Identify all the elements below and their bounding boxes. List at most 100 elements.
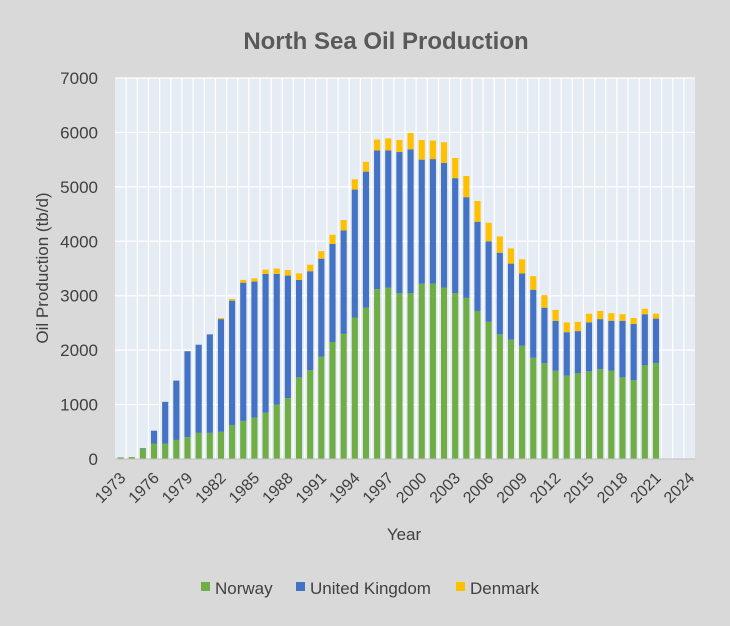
y-tick-label: 2000 [60, 341, 98, 360]
bar-united-kingdom [362, 171, 370, 308]
bar-united-kingdom [597, 319, 604, 370]
bar-united-kingdom [284, 275, 291, 399]
bar-united-kingdom [641, 314, 648, 366]
x-tick-label: 2021 [628, 470, 665, 507]
bar-denmark [284, 270, 291, 276]
bar-norway [641, 365, 648, 459]
x-tick-label: 2024 [661, 470, 698, 507]
bar-united-kingdom [563, 332, 570, 376]
bar-denmark [463, 175, 470, 198]
bar-united-kingdom [652, 318, 660, 364]
bar-united-kingdom [418, 159, 425, 284]
bar-norway [608, 370, 615, 459]
x-tick-label: 1988 [260, 470, 297, 507]
bar-denmark [329, 234, 336, 245]
bar-united-kingdom [385, 150, 392, 288]
bar-norway [440, 287, 448, 459]
bar-denmark [429, 140, 436, 160]
bar-norway [485, 321, 492, 459]
bar-denmark [240, 279, 247, 283]
bar-united-kingdom [574, 331, 581, 374]
bar-norway [630, 380, 637, 459]
bar-norway [295, 377, 303, 459]
bar-norway [474, 310, 481, 459]
y-tick-label: 0 [89, 450, 98, 469]
x-tick-label: 1997 [360, 470, 397, 507]
legend-item-united-kingdom: United Kingdom [296, 579, 431, 598]
bar-norway [217, 431, 225, 459]
bar-denmark [407, 132, 414, 150]
bar-united-kingdom [229, 300, 236, 426]
x-tick-label: 2003 [427, 470, 464, 507]
bar-denmark [307, 264, 314, 272]
bar-united-kingdom [206, 334, 213, 433]
bar-united-kingdom [552, 320, 559, 371]
bar-norway [418, 283, 425, 459]
bar-norway [173, 439, 180, 459]
bar-united-kingdom [474, 221, 481, 311]
bar-united-kingdom [530, 289, 537, 358]
x-tick-label: 2018 [594, 470, 631, 507]
bar-norway [563, 375, 570, 459]
bar-norway [329, 341, 336, 459]
bar-denmark [485, 222, 492, 242]
y-tick-label: 4000 [60, 232, 98, 251]
bar-denmark [273, 268, 280, 274]
legend-label: Denmark [470, 579, 539, 598]
bar-norway [552, 370, 559, 459]
bar-norway [396, 292, 403, 459]
x-tick-label: 1979 [159, 470, 196, 507]
bar-norway [340, 333, 347, 459]
bar-denmark [563, 322, 570, 333]
x-tick-label: 2009 [494, 470, 531, 507]
y-tick-label: 3000 [60, 287, 98, 306]
bar-united-kingdom [519, 273, 526, 346]
bar-norway [150, 443, 158, 459]
bar-norway [229, 425, 236, 459]
bar-denmark [496, 236, 503, 253]
x-tick-label: 2015 [561, 470, 598, 507]
bar-norway [240, 420, 247, 459]
bar-united-kingdom [485, 241, 492, 322]
bar-norway [307, 370, 314, 459]
x-tick-label: 1994 [326, 470, 363, 507]
bar-norway [429, 283, 436, 459]
bar-denmark [641, 308, 648, 315]
bar-norway [597, 369, 604, 459]
bar-norway [284, 398, 291, 459]
legend-swatch [201, 582, 210, 591]
bar-united-kingdom [608, 320, 615, 371]
y-tick-label: 6000 [60, 123, 98, 142]
bar-norway [530, 357, 537, 459]
bar-united-kingdom [217, 319, 225, 432]
bar-united-kingdom [139, 448, 146, 449]
x-tick-label: 1991 [293, 470, 330, 507]
bar-united-kingdom [496, 252, 503, 335]
bar-denmark [418, 140, 425, 160]
bar-denmark [552, 309, 559, 321]
bar-norway [195, 432, 202, 459]
bar-norway [362, 307, 370, 459]
bar-denmark [519, 259, 526, 274]
bar-denmark [597, 310, 604, 320]
y-tick-label: 7000 [60, 69, 98, 88]
bar-denmark [351, 179, 358, 190]
bar-norway [541, 363, 548, 459]
bar-denmark [585, 313, 593, 323]
bar-norway [273, 404, 280, 459]
bar-norway [585, 371, 593, 459]
bar-norway [139, 448, 146, 459]
bar-norway [652, 363, 660, 459]
bar-norway [251, 417, 258, 459]
bar-denmark [608, 313, 615, 321]
bar-united-kingdom [318, 258, 325, 357]
bar-denmark [229, 298, 236, 301]
x-tick-label: 1985 [226, 470, 263, 507]
bar-denmark [652, 313, 660, 319]
chart-title: North Sea Oil Production [243, 28, 528, 55]
bar-united-kingdom [407, 149, 414, 293]
bar-denmark [474, 201, 481, 222]
bar-denmark [630, 318, 637, 325]
bar-denmark [385, 138, 392, 151]
